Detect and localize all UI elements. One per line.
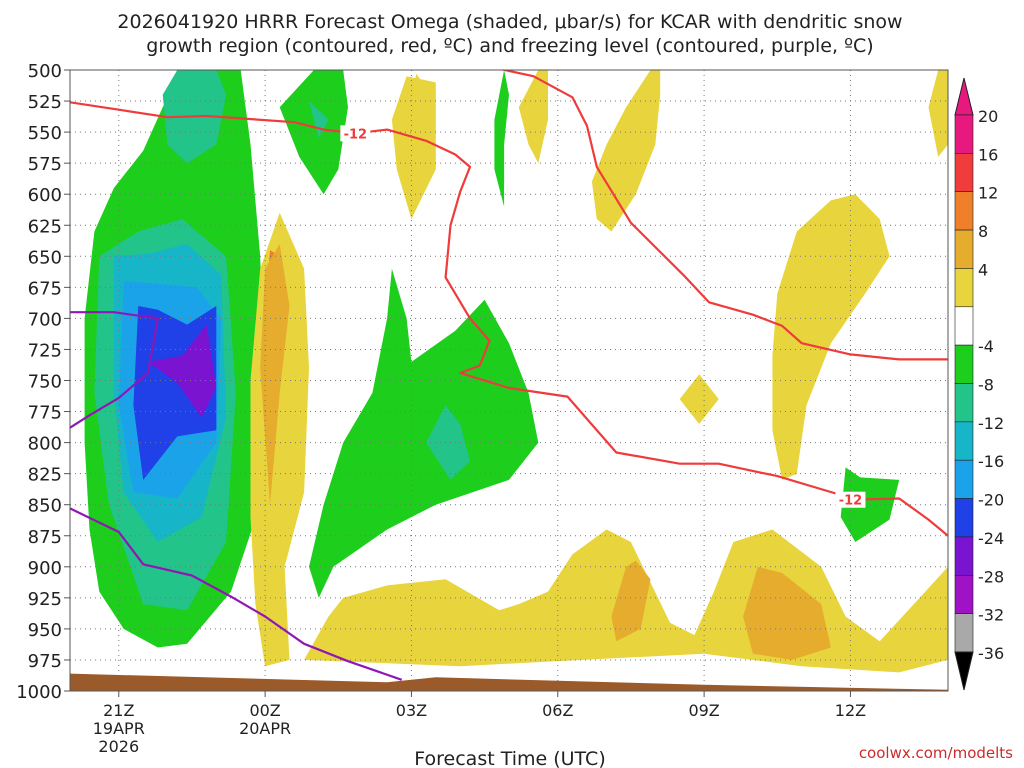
colorbar-bin bbox=[954, 574, 974, 614]
y-tick-label: 575 bbox=[28, 154, 62, 175]
x-tick-label: 09Z bbox=[688, 701, 719, 720]
x-tick-label: 06Z bbox=[542, 701, 573, 720]
y-axis: 500 525 550 575 600 625 650 675 700 725 750 775 800 8… bbox=[16, 61, 70, 703]
y-tick-label: 950 bbox=[28, 620, 62, 641]
colorbar-bin bbox=[954, 421, 974, 461]
colorbar-label: 4 bbox=[978, 260, 988, 279]
colorbar-label: -36 bbox=[978, 644, 1004, 663]
y-tick-label: 750 bbox=[28, 372, 62, 393]
y-tick-label: 875 bbox=[28, 527, 62, 548]
colorbar-bin bbox=[954, 613, 974, 653]
omega-region-16 bbox=[591, 70, 661, 232]
temperature-contours: -12 -12 bbox=[70, 70, 948, 681]
colorbar-bin bbox=[954, 383, 974, 423]
x-tick-label: 2026 bbox=[98, 737, 139, 756]
colorbar-bin bbox=[954, 459, 974, 499]
watermark: coolwx.com/modelts bbox=[859, 744, 1013, 762]
y-tick-label: 975 bbox=[28, 651, 62, 672]
omega-shaded-regions bbox=[84, 70, 948, 673]
contour-label-bg bbox=[340, 125, 371, 142]
colorbar-bin bbox=[954, 344, 974, 384]
y-tick-label: 1000 bbox=[16, 682, 62, 703]
y-tick-label: 775 bbox=[28, 403, 62, 424]
colorbar-bin bbox=[954, 229, 974, 269]
omega-region-25 bbox=[679, 374, 719, 424]
omega-region-20 bbox=[260, 243, 290, 505]
y-tick-label: 650 bbox=[28, 247, 62, 268]
omega-region-24 bbox=[772, 194, 890, 480]
colorbar-bin bbox=[954, 153, 974, 193]
colorbar-bin bbox=[954, 268, 974, 308]
y-tick-label: 800 bbox=[28, 434, 62, 455]
omega-region-10 bbox=[426, 405, 470, 480]
colorbar-label: 12 bbox=[978, 184, 998, 203]
colorbar-label: 8 bbox=[978, 222, 988, 241]
colorbar-label: -12 bbox=[978, 414, 1004, 433]
omega-region-5 bbox=[148, 324, 217, 418]
y-tick-label: 525 bbox=[28, 92, 62, 113]
y-tick-label: 850 bbox=[28, 496, 62, 517]
colorbar-bin bbox=[954, 306, 974, 346]
colorbar-top-arrow bbox=[954, 77, 974, 116]
colorbar-label: -24 bbox=[978, 529, 1004, 548]
omega-region-11 bbox=[494, 70, 509, 207]
colorbar-label: 20 bbox=[978, 107, 998, 126]
colorbar-label: -20 bbox=[978, 491, 1004, 510]
contour-label: -12 bbox=[344, 127, 368, 142]
omega-region-14 bbox=[391, 76, 436, 219]
x-axis-title: Forecast Time (UTC) bbox=[414, 748, 605, 768]
contour-line-0 bbox=[70, 101, 948, 537]
omega-region-23 bbox=[743, 566, 831, 660]
y-tick-label: 675 bbox=[28, 278, 62, 299]
y-tick-label: 500 bbox=[28, 61, 62, 82]
omega-region-12 bbox=[840, 467, 900, 542]
chart-title-line-1: 2026041920 HRRR Forecast Omega (shaded, … bbox=[117, 11, 902, 33]
y-tick-label: 925 bbox=[28, 589, 62, 610]
x-tick-label: 21Z bbox=[103, 701, 134, 720]
y-tick-label: 625 bbox=[28, 216, 62, 237]
x-tick-label: 20APR bbox=[239, 719, 291, 738]
colorbar-label: -28 bbox=[978, 567, 1004, 586]
colorbar-label: -4 bbox=[978, 337, 994, 356]
contour-line-2 bbox=[70, 311, 159, 429]
colorbar-label: 16 bbox=[978, 145, 998, 164]
gridlines bbox=[70, 70, 948, 691]
x-tick-label: 19APR bbox=[93, 719, 145, 738]
colorbar-bottom-arrow bbox=[954, 651, 974, 691]
omega-region-15 bbox=[518, 70, 548, 164]
y-tick-label: 550 bbox=[28, 123, 62, 144]
colorbar-bin bbox=[954, 498, 974, 538]
colorbar-bin bbox=[954, 536, 974, 576]
y-tick-label: 700 bbox=[28, 309, 62, 330]
colorbar: 20 16 12 8 4 -4 -8 -12 -16 -20 -24 -28 -32 -36 bbox=[954, 77, 1004, 691]
omega-region-9 bbox=[309, 268, 539, 598]
contour-line-3 bbox=[70, 507, 403, 681]
y-tick-label: 725 bbox=[28, 340, 62, 361]
x-tick-label: 00Z bbox=[249, 701, 280, 720]
y-tick-label: 900 bbox=[28, 558, 62, 579]
omega-region-17 bbox=[928, 70, 948, 157]
colorbar-bin bbox=[954, 191, 974, 231]
contour-label-bg bbox=[835, 491, 866, 508]
colorbar-label: -32 bbox=[978, 606, 1004, 625]
x-tick-label: 03Z bbox=[396, 701, 427, 720]
omega-region-22 bbox=[611, 560, 651, 642]
ground-fill bbox=[70, 673, 948, 691]
ground-surface bbox=[70, 673, 948, 691]
y-tick-label: 825 bbox=[28, 465, 62, 486]
x-tick-label: 12Z bbox=[835, 701, 866, 720]
colorbar-bin bbox=[954, 114, 974, 154]
chart-title-line-2: growth region (contoured, red, ºC) and f… bbox=[146, 35, 873, 57]
contour-line-1 bbox=[499, 70, 948, 361]
colorbar-label: -8 bbox=[978, 376, 994, 395]
y-tick-label: 600 bbox=[28, 185, 62, 206]
contour-label: -12 bbox=[839, 494, 863, 509]
colorbar-label: -16 bbox=[978, 452, 1004, 471]
